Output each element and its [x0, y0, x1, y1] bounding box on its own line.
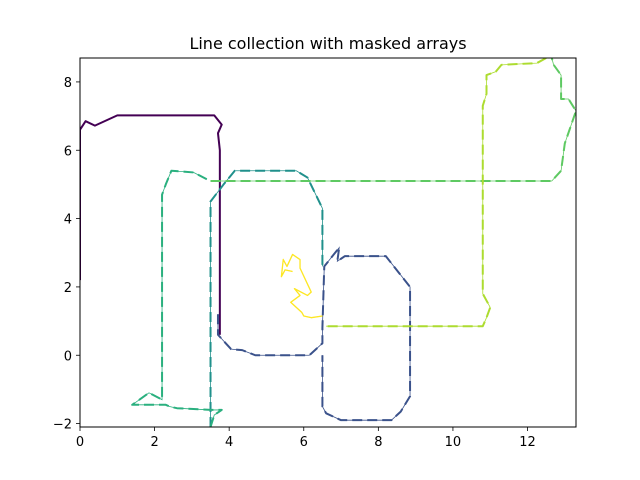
- axes-background: [80, 58, 576, 427]
- series-line-7-thin: [280, 253, 323, 319]
- series-line-5-thin: [210, 58, 576, 182]
- chart-title: Line collection with masked arrays: [189, 34, 466, 53]
- plot-area: [79, 57, 577, 428]
- series-line-2-thin: [217, 246, 411, 421]
- x-tick-label: 8: [374, 435, 382, 450]
- x-tick-label: 0: [76, 435, 84, 450]
- series-line-6-thin: [326, 58, 547, 327]
- y-tick-label: 4: [64, 213, 72, 228]
- x-tick-label: 10: [445, 435, 462, 450]
- y-tick-label: 8: [64, 76, 72, 91]
- series-layer: [80, 58, 576, 427]
- x-tick-label: 6: [300, 435, 308, 450]
- y-tick-label: 6: [64, 144, 72, 159]
- series-line-1-thin: [80, 115, 223, 335]
- y-axis: −2 0 2 4 6 8: [53, 76, 80, 433]
- series-line-3-thin: [210, 170, 323, 427]
- series-line-4-thin: [130, 170, 223, 427]
- y-tick-label: 0: [64, 349, 72, 364]
- x-tick-label: 2: [150, 435, 158, 450]
- y-tick-label: −2: [53, 418, 72, 433]
- x-tick-label: 12: [519, 435, 536, 450]
- x-tick-label: 4: [225, 435, 233, 450]
- x-axis: 0 2 4 6 8 10 12: [76, 427, 536, 450]
- y-tick-label: 2: [64, 281, 72, 296]
- axes-frame: [79, 57, 577, 428]
